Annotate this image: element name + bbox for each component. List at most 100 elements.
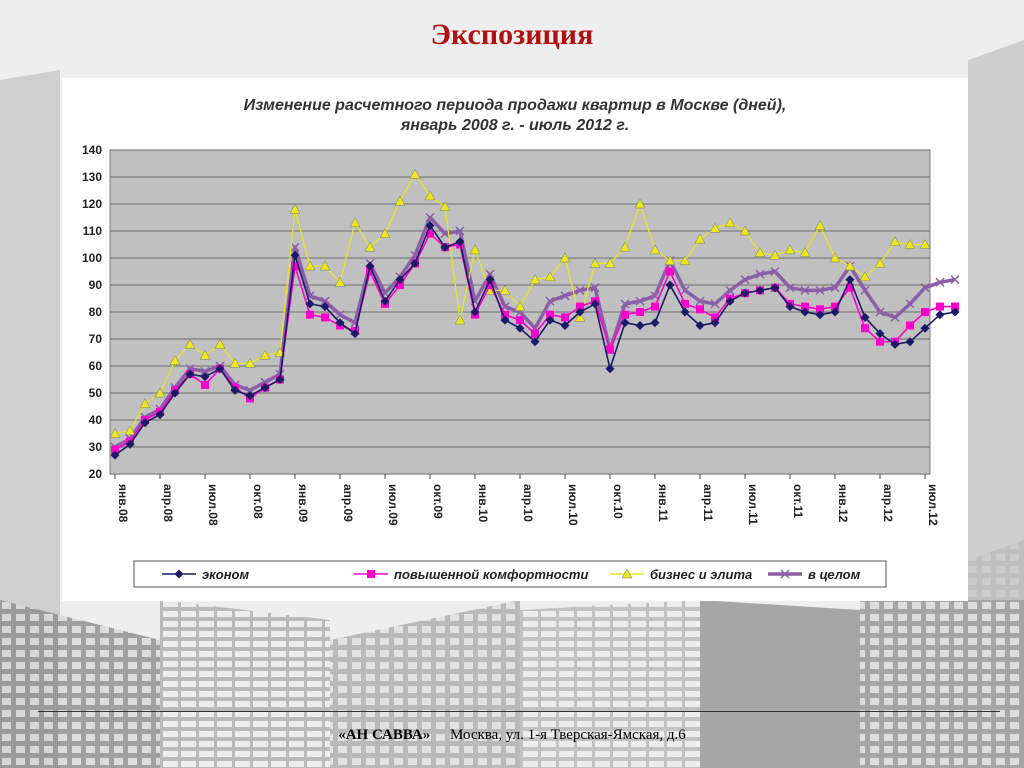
- data-point: [755, 285, 765, 295]
- data-point: [139, 398, 151, 409]
- data-point: [710, 318, 720, 328]
- data-point: [546, 310, 554, 319]
- data-point: [334, 276, 346, 287]
- data-point: [621, 310, 629, 319]
- x-tick-label: апр.11: [701, 484, 715, 522]
- data-point: [935, 310, 945, 320]
- data-point: [589, 257, 601, 268]
- data-point: [380, 296, 390, 306]
- chart-subtitle: январь 2008 г. - июль 2012 г.: [400, 117, 629, 134]
- data-point: [185, 369, 195, 379]
- data-point: [951, 302, 959, 311]
- data-point: [394, 195, 406, 206]
- data-point: [379, 228, 391, 238]
- data-point: [905, 299, 915, 309]
- data-point: [200, 372, 210, 382]
- legend-item-2: повышенной комфортности: [354, 567, 588, 582]
- data-point: [124, 425, 136, 436]
- data-point: [801, 302, 809, 311]
- data-point: [950, 307, 960, 317]
- data-point: [574, 311, 586, 322]
- data-point: [680, 285, 690, 295]
- data-point: [664, 255, 676, 265]
- data-point: [304, 260, 316, 271]
- data-point: [169, 355, 181, 365]
- data-point: [800, 307, 810, 317]
- data-point: [830, 283, 840, 293]
- data-point: [454, 314, 466, 325]
- x-tick-label: июл.11: [746, 484, 760, 525]
- footer-company: «АН САВВА»: [338, 727, 431, 743]
- data-point: [680, 307, 690, 317]
- data-point: [785, 302, 795, 312]
- legend: эконом повышенной комфортности бизнес и эл…: [162, 567, 861, 582]
- data-point: [560, 321, 570, 330]
- data-point: [890, 312, 900, 322]
- data-point: [831, 302, 839, 311]
- data-point: [200, 366, 210, 376]
- data-point: [485, 269, 495, 279]
- data-point: [875, 307, 885, 317]
- data-point: [636, 308, 644, 316]
- y-tick-label: 120: [82, 197, 102, 211]
- data-point: [904, 238, 916, 249]
- data-point: [619, 241, 631, 252]
- legend-label: бизнес и элита: [650, 567, 752, 582]
- data-point: [501, 310, 509, 319]
- data-point: [604, 257, 616, 268]
- data-point: [259, 349, 271, 360]
- data-point: [906, 321, 914, 330]
- data-point: [710, 299, 720, 309]
- legend-item-1: эконом: [162, 567, 249, 582]
- grid-lines: [110, 149, 930, 475]
- data-point: [725, 296, 735, 306]
- legend-item-3: бизнес и элита: [610, 567, 752, 582]
- data-point: [875, 329, 885, 339]
- data-point: [201, 380, 209, 389]
- data-point: [470, 307, 480, 317]
- y-tick-label: 100: [82, 251, 102, 265]
- legend-label: в целом: [808, 567, 861, 582]
- data-point: [319, 260, 331, 271]
- data-point: [815, 285, 825, 295]
- data-point: [919, 238, 931, 249]
- data-point: [367, 570, 375, 578]
- data-point: [516, 316, 524, 325]
- data-point: [469, 244, 481, 255]
- data-point: [245, 391, 255, 401]
- data-point: [696, 305, 704, 314]
- data-point: [335, 318, 345, 328]
- x-tick-label: апр.12: [881, 484, 895, 522]
- y-tick-label: 80: [89, 305, 103, 319]
- legend-item-4: в целом: [768, 567, 861, 582]
- data-point: [889, 236, 901, 247]
- data-point: [575, 285, 585, 295]
- data-point: [920, 323, 930, 333]
- data-point: [290, 242, 300, 252]
- x-tick-label: янв.10: [476, 484, 490, 523]
- data-point: [321, 313, 329, 322]
- x-axis: янв.08 апр.08 июл.08 окт.08 янв.09 апр.09 июл.…: [114, 474, 940, 526]
- data-point: [844, 260, 856, 271]
- data-point: [799, 247, 811, 257]
- data-point: [396, 281, 404, 289]
- data-point: [364, 241, 376, 252]
- data-point: [576, 302, 584, 311]
- data-point: [289, 203, 301, 214]
- data-point: [424, 190, 436, 201]
- data-point: [349, 217, 361, 228]
- data-point: [109, 427, 121, 438]
- x-tick-label: окт.11: [791, 484, 805, 519]
- chart-panel: Изменение расчетного периода продажи ква…: [62, 78, 968, 601]
- data-point: [425, 212, 435, 223]
- data-point: [485, 275, 495, 285]
- data-point: [859, 271, 871, 282]
- data-point: [559, 252, 571, 263]
- x-tick-label: июл.08: [206, 484, 220, 526]
- data-point: [754, 247, 766, 257]
- data-point: [514, 301, 526, 311]
- data-point: [499, 284, 511, 295]
- legend-box: [133, 560, 887, 588]
- data-point: [486, 281, 494, 289]
- x-tick-label: янв.12: [836, 484, 850, 523]
